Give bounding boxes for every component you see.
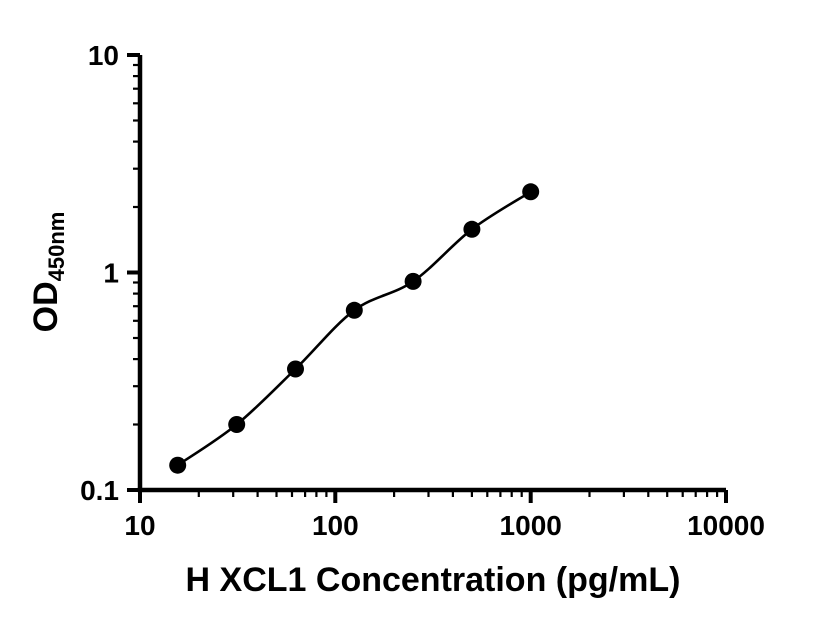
- x-axis-title: H XCL1 Concentration (pg/mL): [186, 561, 681, 599]
- y-tick-label: 1: [103, 258, 119, 289]
- y-axis-title-main: OD: [27, 281, 65, 332]
- data-point: [463, 220, 481, 238]
- x-tick-label: 1000: [500, 510, 562, 541]
- y-tick-label: 10: [88, 40, 119, 71]
- data-point: [522, 183, 540, 201]
- x-tick-label: 10: [124, 510, 155, 541]
- y-axis-title-subscript: 450nm: [44, 212, 69, 282]
- data-point: [287, 360, 304, 378]
- x-tick-label: 100: [312, 510, 359, 541]
- y-tick-label: 0.1: [80, 475, 119, 506]
- data-point: [228, 416, 246, 433]
- x-tick-label: 10000: [687, 510, 765, 541]
- data-point: [404, 272, 422, 290]
- data-point: [169, 456, 187, 474]
- data-point: [345, 301, 363, 319]
- y-axis-title: OD450nm: [27, 212, 69, 333]
- plot-layer: 10 100 1000 10000 0.1 1 10: [80, 40, 765, 541]
